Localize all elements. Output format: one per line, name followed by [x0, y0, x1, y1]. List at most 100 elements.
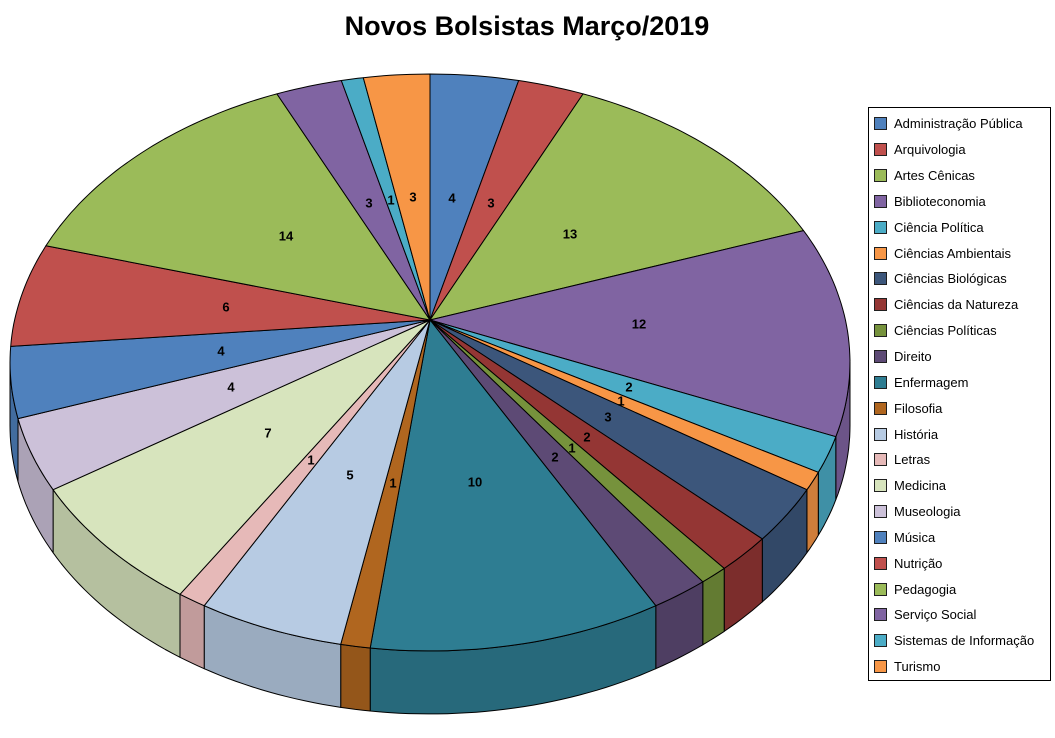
pie-slice — [429, 73, 520, 321]
legend-label: Turismo — [894, 659, 941, 675]
legend-swatch — [874, 143, 887, 157]
legend-swatch — [874, 530, 887, 544]
slice-value-label: 1 — [389, 476, 396, 491]
slice-value-label: 10 — [468, 475, 482, 490]
slice-value-label: 13 — [563, 227, 577, 242]
legend-swatch — [874, 660, 887, 674]
legend-label: Nutrição — [894, 555, 943, 571]
pie-slice — [429, 319, 704, 607]
legend-item: História — [874, 421, 1050, 447]
legend-label: Medicina — [894, 478, 947, 494]
legend-item: Artes Cênicas — [874, 163, 1050, 189]
legend-swatch — [874, 505, 887, 519]
legend-swatch — [874, 479, 887, 493]
legend-label: Filosofia — [894, 400, 943, 416]
slice-value-label: 4 — [227, 380, 235, 395]
pie-slice — [429, 319, 837, 473]
legend-item: Sistemas de Informação — [874, 628, 1050, 654]
slice-value-label: 4 — [217, 344, 225, 359]
pie-slice — [429, 319, 763, 569]
legend-label: Biblioteconomia — [894, 193, 986, 209]
legend-swatch — [874, 117, 887, 131]
slice-value-label: 12 — [632, 317, 646, 332]
pie-slice — [203, 319, 431, 645]
legend-label: Música — [894, 529, 936, 545]
pie-slice — [369, 319, 657, 652]
legend-label: Serviço Social — [894, 607, 977, 623]
pie-slice — [17, 319, 431, 491]
legend-label: Ciências Ambientais — [894, 245, 1012, 261]
pie-slice-side — [179, 593, 205, 670]
pie-slice-side — [340, 643, 371, 712]
legend-item: Pedagogia — [874, 576, 1050, 602]
legend-swatch — [874, 194, 887, 208]
legend-item: Nutrição — [874, 550, 1050, 576]
legend-swatch — [874, 427, 887, 441]
legend-swatch — [874, 298, 887, 312]
legend-swatch — [874, 272, 887, 286]
slice-value-label: 1 — [307, 453, 314, 468]
pie-slice — [276, 80, 431, 321]
legend-items: Administração Pública Arquivologia Artes C… — [874, 111, 1050, 680]
pie-slice — [10, 245, 431, 347]
slice-value-label: 3 — [487, 196, 494, 211]
slice-value-label: 1 — [568, 441, 575, 456]
legend-item: Turismo — [874, 654, 1050, 680]
slice-value-label: 3 — [365, 196, 372, 211]
legend-label: Sistemas de Informação — [894, 633, 1035, 649]
slice-value-label: 3 — [409, 190, 416, 205]
slice-value-label: 5 — [346, 468, 353, 483]
legend-label: Letras — [894, 452, 931, 468]
legend-swatch — [874, 169, 887, 183]
pie-slice — [9, 319, 431, 420]
legend-item: Arquivologia — [874, 137, 1050, 163]
slice-value-label: 1 — [617, 394, 624, 409]
slice-value-label: 1 — [387, 193, 394, 208]
legend-item: Biblioteconomia — [874, 189, 1050, 215]
legend-item: Administração Pública — [874, 111, 1050, 137]
legend-label: Administração Pública — [894, 116, 1023, 132]
legend-item: Serviço Social — [874, 602, 1050, 628]
legend-label: Ciências Biológicas — [894, 271, 1007, 287]
legend-item: Ciências da Natureza — [874, 292, 1050, 318]
legend-item: Ciências Biológicas — [874, 266, 1050, 292]
chart-title: Novos Bolsistas Março/2019 — [344, 11, 710, 41]
legend-label: História — [894, 426, 939, 442]
legend-item: Museologia — [874, 499, 1050, 525]
legend-item: Filosofia — [874, 395, 1050, 421]
legend-swatch — [874, 582, 887, 596]
legend-swatch — [874, 350, 887, 364]
legend-swatch — [874, 556, 887, 570]
pie-slice — [429, 93, 804, 321]
legend-item: Música — [874, 525, 1050, 551]
pie-slice — [429, 80, 584, 321]
legend-swatch — [874, 608, 887, 622]
pie-slice — [52, 319, 431, 595]
pie-slice — [362, 73, 431, 321]
legend-label: Ciência Política — [894, 219, 984, 235]
legend-swatch — [874, 634, 887, 648]
slice-value-label: 4 — [448, 191, 456, 206]
legend-label: Direito — [894, 349, 932, 365]
legend-item: Direito — [874, 344, 1050, 370]
legend-item: Letras — [874, 447, 1050, 473]
legend-swatch — [874, 401, 887, 415]
pie-slice — [429, 230, 851, 438]
legend-label: Pedagogia — [894, 581, 957, 597]
legend: Administração Pública Arquivologia Artes C… — [868, 107, 1051, 681]
legend-item: Medicina — [874, 473, 1050, 499]
legend-item: Enfermagem — [874, 369, 1050, 395]
legend-item: Ciências Ambientais — [874, 240, 1050, 266]
legend-swatch — [874, 220, 887, 234]
legend-label: Artes Cênicas — [894, 168, 975, 184]
legend-label: Enfermagem — [894, 374, 969, 390]
slice-value-label: 2 — [583, 430, 590, 445]
slice-value-label: 7 — [264, 426, 271, 441]
slice-value-label: 2 — [625, 380, 632, 395]
slice-value-label: 3 — [604, 410, 611, 425]
legend-swatch — [874, 246, 887, 260]
slice-value-label: 6 — [222, 300, 229, 315]
legend-swatch — [874, 453, 887, 467]
legend-label: Ciências da Natureza — [894, 297, 1019, 313]
